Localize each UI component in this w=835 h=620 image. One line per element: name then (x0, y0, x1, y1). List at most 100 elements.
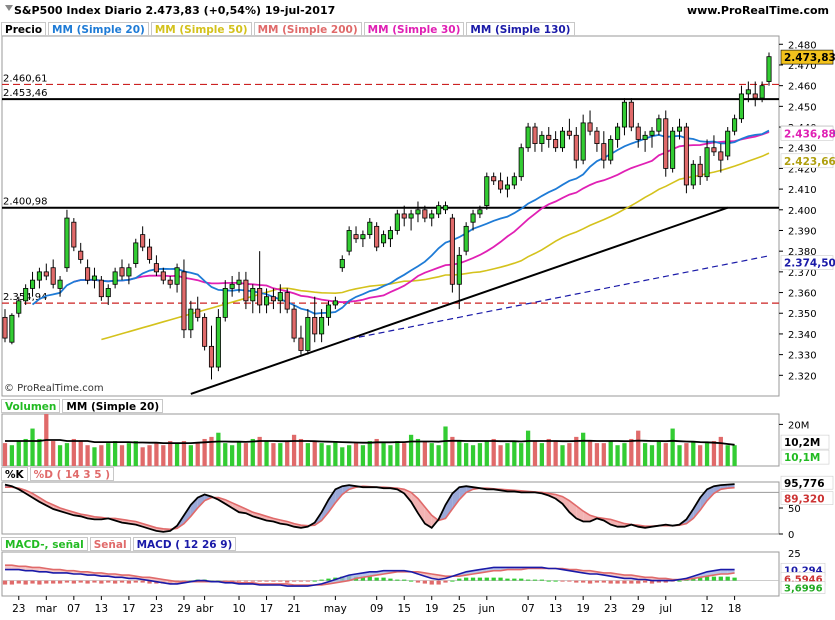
volume-bar (223, 443, 228, 466)
volume-bar (106, 443, 111, 466)
macd-histogram-bar (711, 576, 717, 581)
candle-body (195, 308, 201, 318)
x-tick-label: 23 (12, 603, 25, 615)
x-tick-label: 19 (425, 603, 438, 615)
legend-volumen[interactable]: Volumen (1, 399, 61, 413)
x-tick-label: 17 (260, 603, 273, 615)
candle-body (332, 300, 338, 306)
volume-bar (642, 443, 648, 466)
macd-histogram-bar (319, 579, 324, 581)
volume-bar (629, 438, 634, 466)
candle-body (160, 271, 166, 281)
legend-k[interactable]: %K (1, 467, 28, 481)
chevron-down-icon[interactable] (5, 5, 13, 11)
legend-macd[interactable]: MACD ( 12 26 9) (132, 537, 237, 551)
stoch-y-tick-label: 50 (788, 504, 801, 515)
candle-body (387, 230, 393, 240)
macd-histogram-bar (539, 579, 544, 581)
legend-d[interactable]: %D ( 14 3 5 ) (29, 467, 115, 481)
candle-body (532, 126, 538, 144)
candle-body (525, 126, 531, 149)
price-last-value-tag (780, 49, 834, 65)
price-last-value: 2.473,83 (784, 52, 835, 64)
macd-histogram-bar (553, 580, 558, 582)
candle-body (725, 130, 731, 157)
macd-histogram-bar (560, 580, 565, 582)
volume-bar (174, 443, 180, 466)
macd-histogram-bar (656, 580, 662, 583)
candle-body (64, 217, 70, 269)
x-tick-label: 13 (95, 603, 108, 615)
macd-histogram-bar (257, 580, 262, 582)
macd-histogram-bar (546, 580, 551, 582)
volume-bar (57, 445, 63, 466)
price-y-tick-label: 2.400 (788, 206, 817, 217)
candle-body (43, 271, 49, 277)
price-last-value: 2.436,88 (784, 128, 835, 140)
price-y-tick-label: 2.480 (788, 40, 817, 51)
volume-bar (2, 443, 8, 466)
x-tick-label: 29 (632, 603, 645, 615)
macd-histogram-bar (78, 580, 83, 583)
price-level-label: 2.460,61 (3, 73, 48, 84)
legend-ma200[interactable]: MM (Simple 200) (253, 22, 362, 36)
volume-bar (291, 434, 297, 466)
stoch-fill (713, 485, 721, 494)
volume-bar (732, 445, 737, 466)
candle-body (738, 93, 745, 120)
volume-bar (677, 445, 682, 466)
volume-legend: Volumen MM (Simple 20) (1, 399, 164, 413)
volume-bar (78, 441, 83, 466)
candle-body (553, 139, 559, 149)
volume-bar (99, 445, 104, 466)
price-y-tick-label: 2.430 (788, 144, 817, 155)
candle-body (57, 279, 63, 289)
volume-bar (51, 441, 56, 466)
candle-body (91, 275, 98, 281)
legend-macd-hist[interactable]: MACD-, señal (1, 537, 88, 551)
candle-body (745, 89, 751, 95)
macd-histogram-bar (106, 580, 111, 583)
macd-histogram-bar (388, 578, 393, 581)
macd-histogram-bar (725, 576, 730, 581)
site-name[interactable]: www.ProRealTime.com (686, 4, 829, 17)
vol-ma-last-value: 10,1M (784, 452, 820, 464)
candle-body (477, 209, 483, 215)
macd-line (5, 566, 735, 587)
volume-bar (525, 430, 531, 466)
candle-body (566, 130, 572, 136)
candle-body (463, 225, 469, 252)
candle-body (319, 316, 325, 335)
macd-histogram-bar (436, 580, 441, 585)
legend-vol-ma20[interactable]: MM (Simple 20) (62, 399, 164, 413)
macd-histogram-bar (429, 580, 434, 585)
legend-signal[interactable]: Señal (89, 537, 131, 551)
candle-body (518, 147, 524, 178)
ma30-line (73, 131, 770, 304)
volume-bar (464, 443, 469, 466)
stoch-fill (335, 486, 343, 503)
macd-histogram-bar (450, 580, 455, 582)
legend-ma50[interactable]: MM (Simple 50) (150, 22, 252, 36)
legend-ma30[interactable]: MM (Simple 30) (363, 22, 465, 36)
macd-fill (5, 565, 12, 570)
stoch-fill (445, 493, 453, 519)
candle-body (291, 308, 297, 339)
volume-bar (388, 445, 393, 466)
macd-histogram-bar (305, 580, 310, 582)
legend-precio[interactable]: Precio (1, 22, 47, 36)
legend-ma20[interactable]: MM (Simple 20) (48, 22, 149, 36)
legend-ma130[interactable]: MM (Simple 130) (466, 22, 575, 36)
volume-bar (470, 445, 476, 466)
macd-histogram-bar (615, 580, 620, 584)
candle-body (126, 267, 132, 277)
macd-histogram-bar (44, 580, 49, 584)
candle-body (559, 130, 566, 149)
candle-body (697, 163, 703, 178)
macd-histogram-bar (271, 580, 276, 582)
volume-bar (312, 441, 317, 466)
x-tick-label: 09 (370, 603, 383, 615)
volume-bar (519, 443, 524, 466)
price-level-label: 2.453,46 (3, 88, 48, 99)
